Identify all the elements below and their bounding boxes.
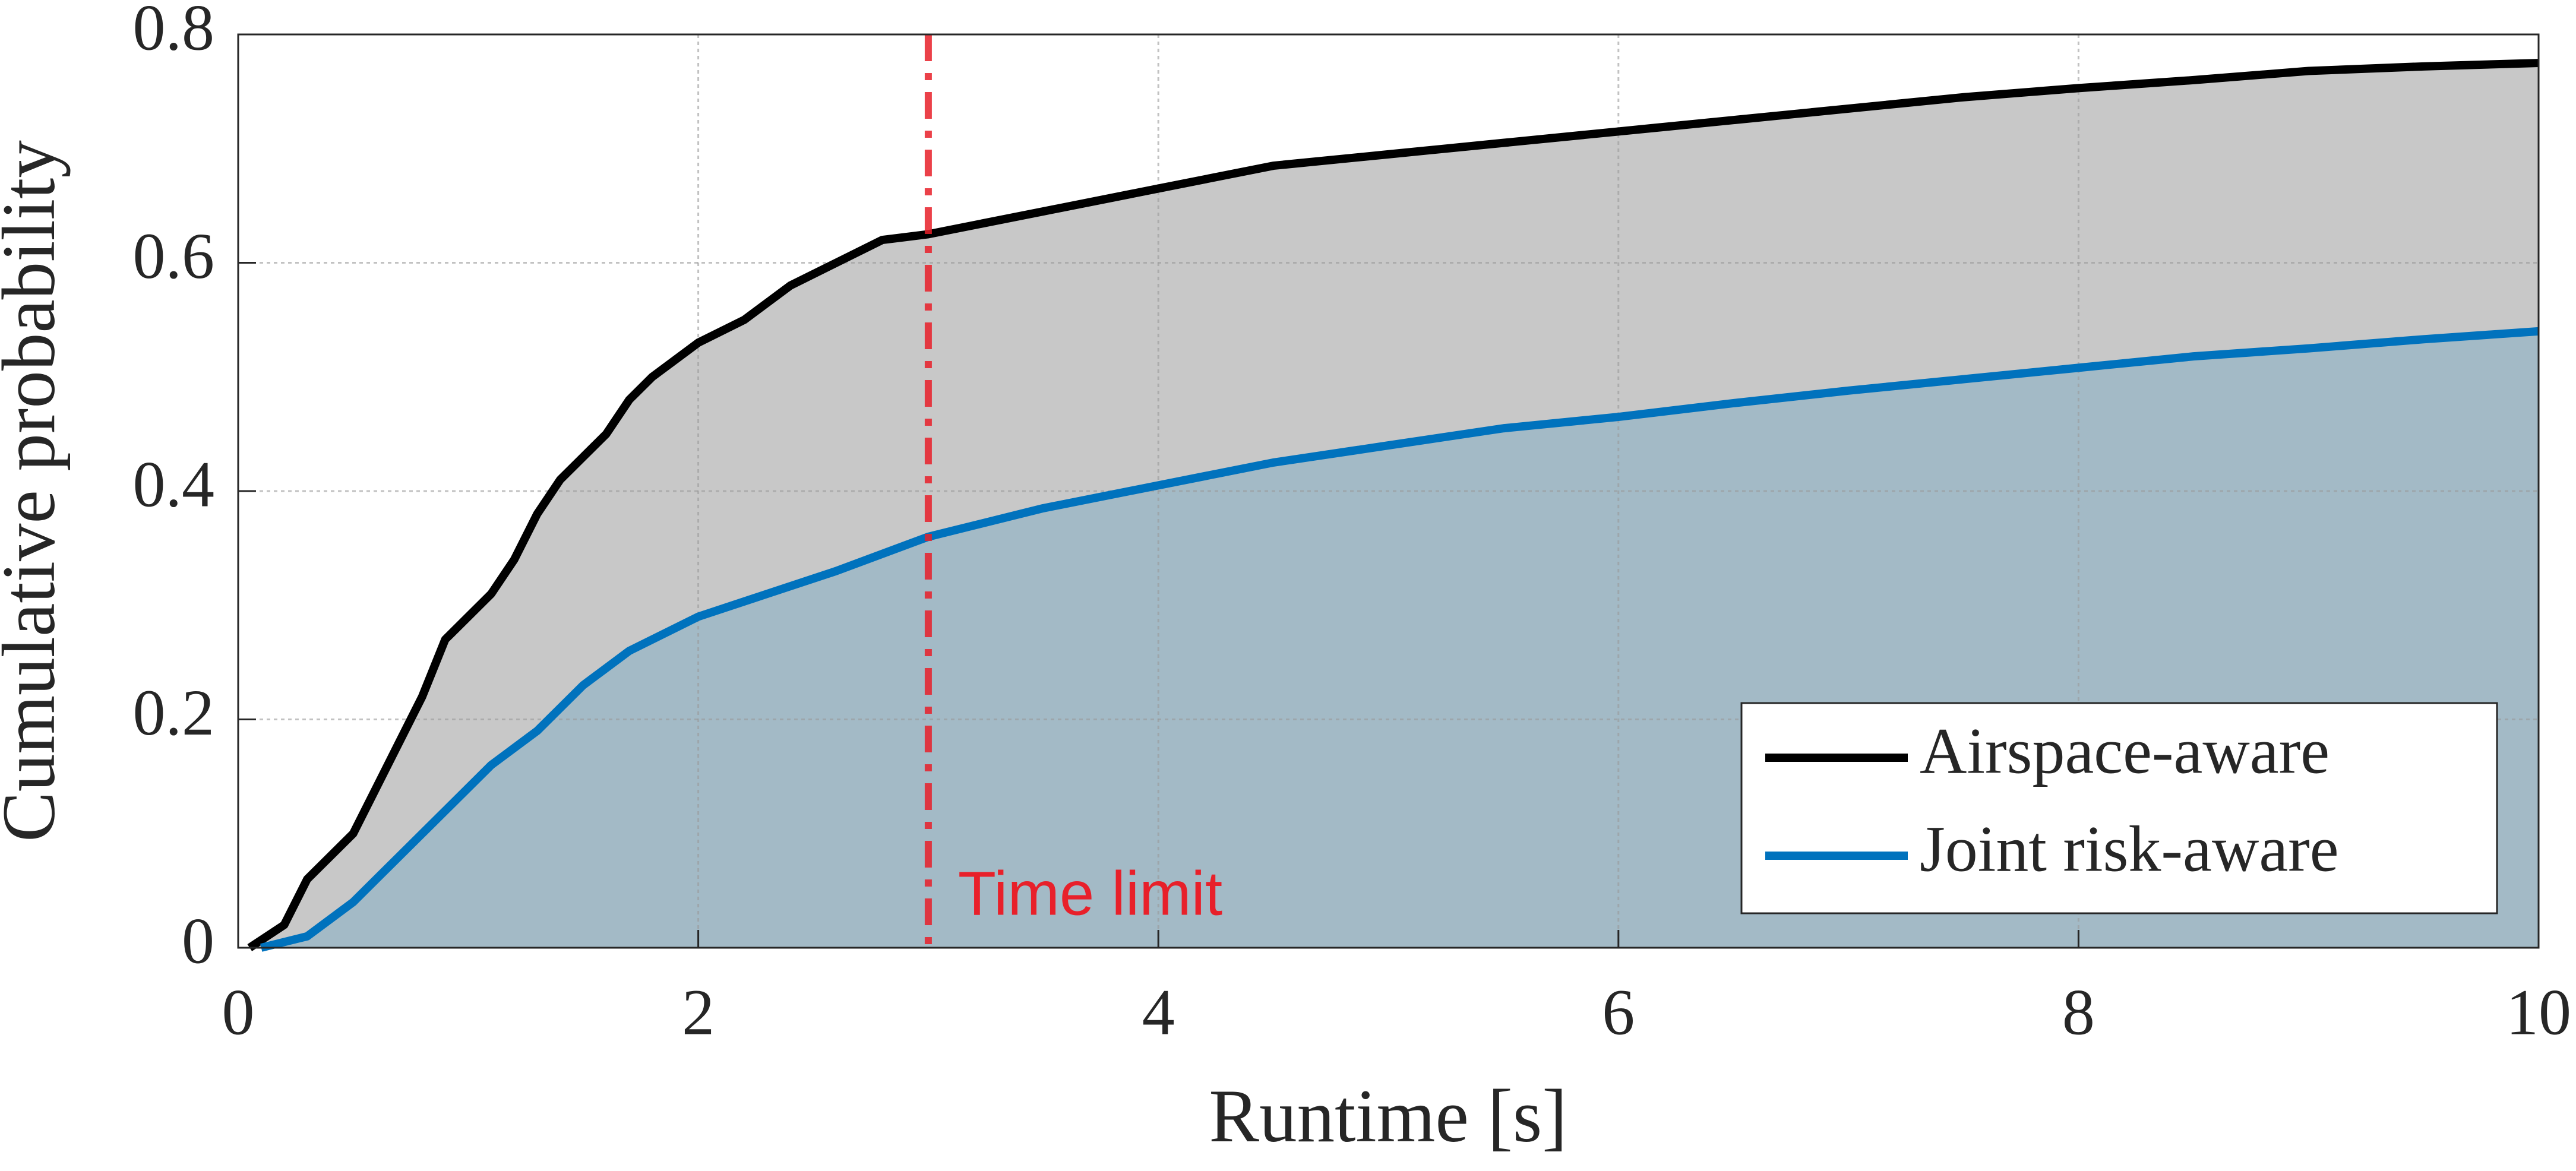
x-tick-label: 2 [682, 976, 715, 1048]
x-axis-label: Runtime [s] [1209, 1075, 1567, 1158]
x-tick-label: 8 [2062, 976, 2095, 1048]
time-limit-label: Time limit [958, 859, 1222, 929]
x-tick-label: 4 [1142, 976, 1175, 1048]
legend-box [1740, 702, 2498, 914]
y-tick-label: 0.6 [133, 220, 215, 292]
legend-label: Joint risk-aware [1920, 812, 2339, 885]
y-tick-label: 0 [182, 904, 214, 977]
x-tick-label: 6 [1602, 976, 1635, 1048]
line [260, 327, 2539, 952]
legend-label: Airspace-aware [1920, 714, 2330, 787]
y-tick-label: 0.2 [133, 676, 215, 749]
x-tick-label: 10 [2506, 976, 2571, 1048]
line [247, 59, 2539, 951]
y-tick-label: 0.8 [133, 0, 215, 64]
x-tick-label: 0 [222, 976, 255, 1048]
y-tick-label: 0.4 [133, 448, 215, 520]
y-axis-label: Cumulative probability [0, 140, 71, 842]
